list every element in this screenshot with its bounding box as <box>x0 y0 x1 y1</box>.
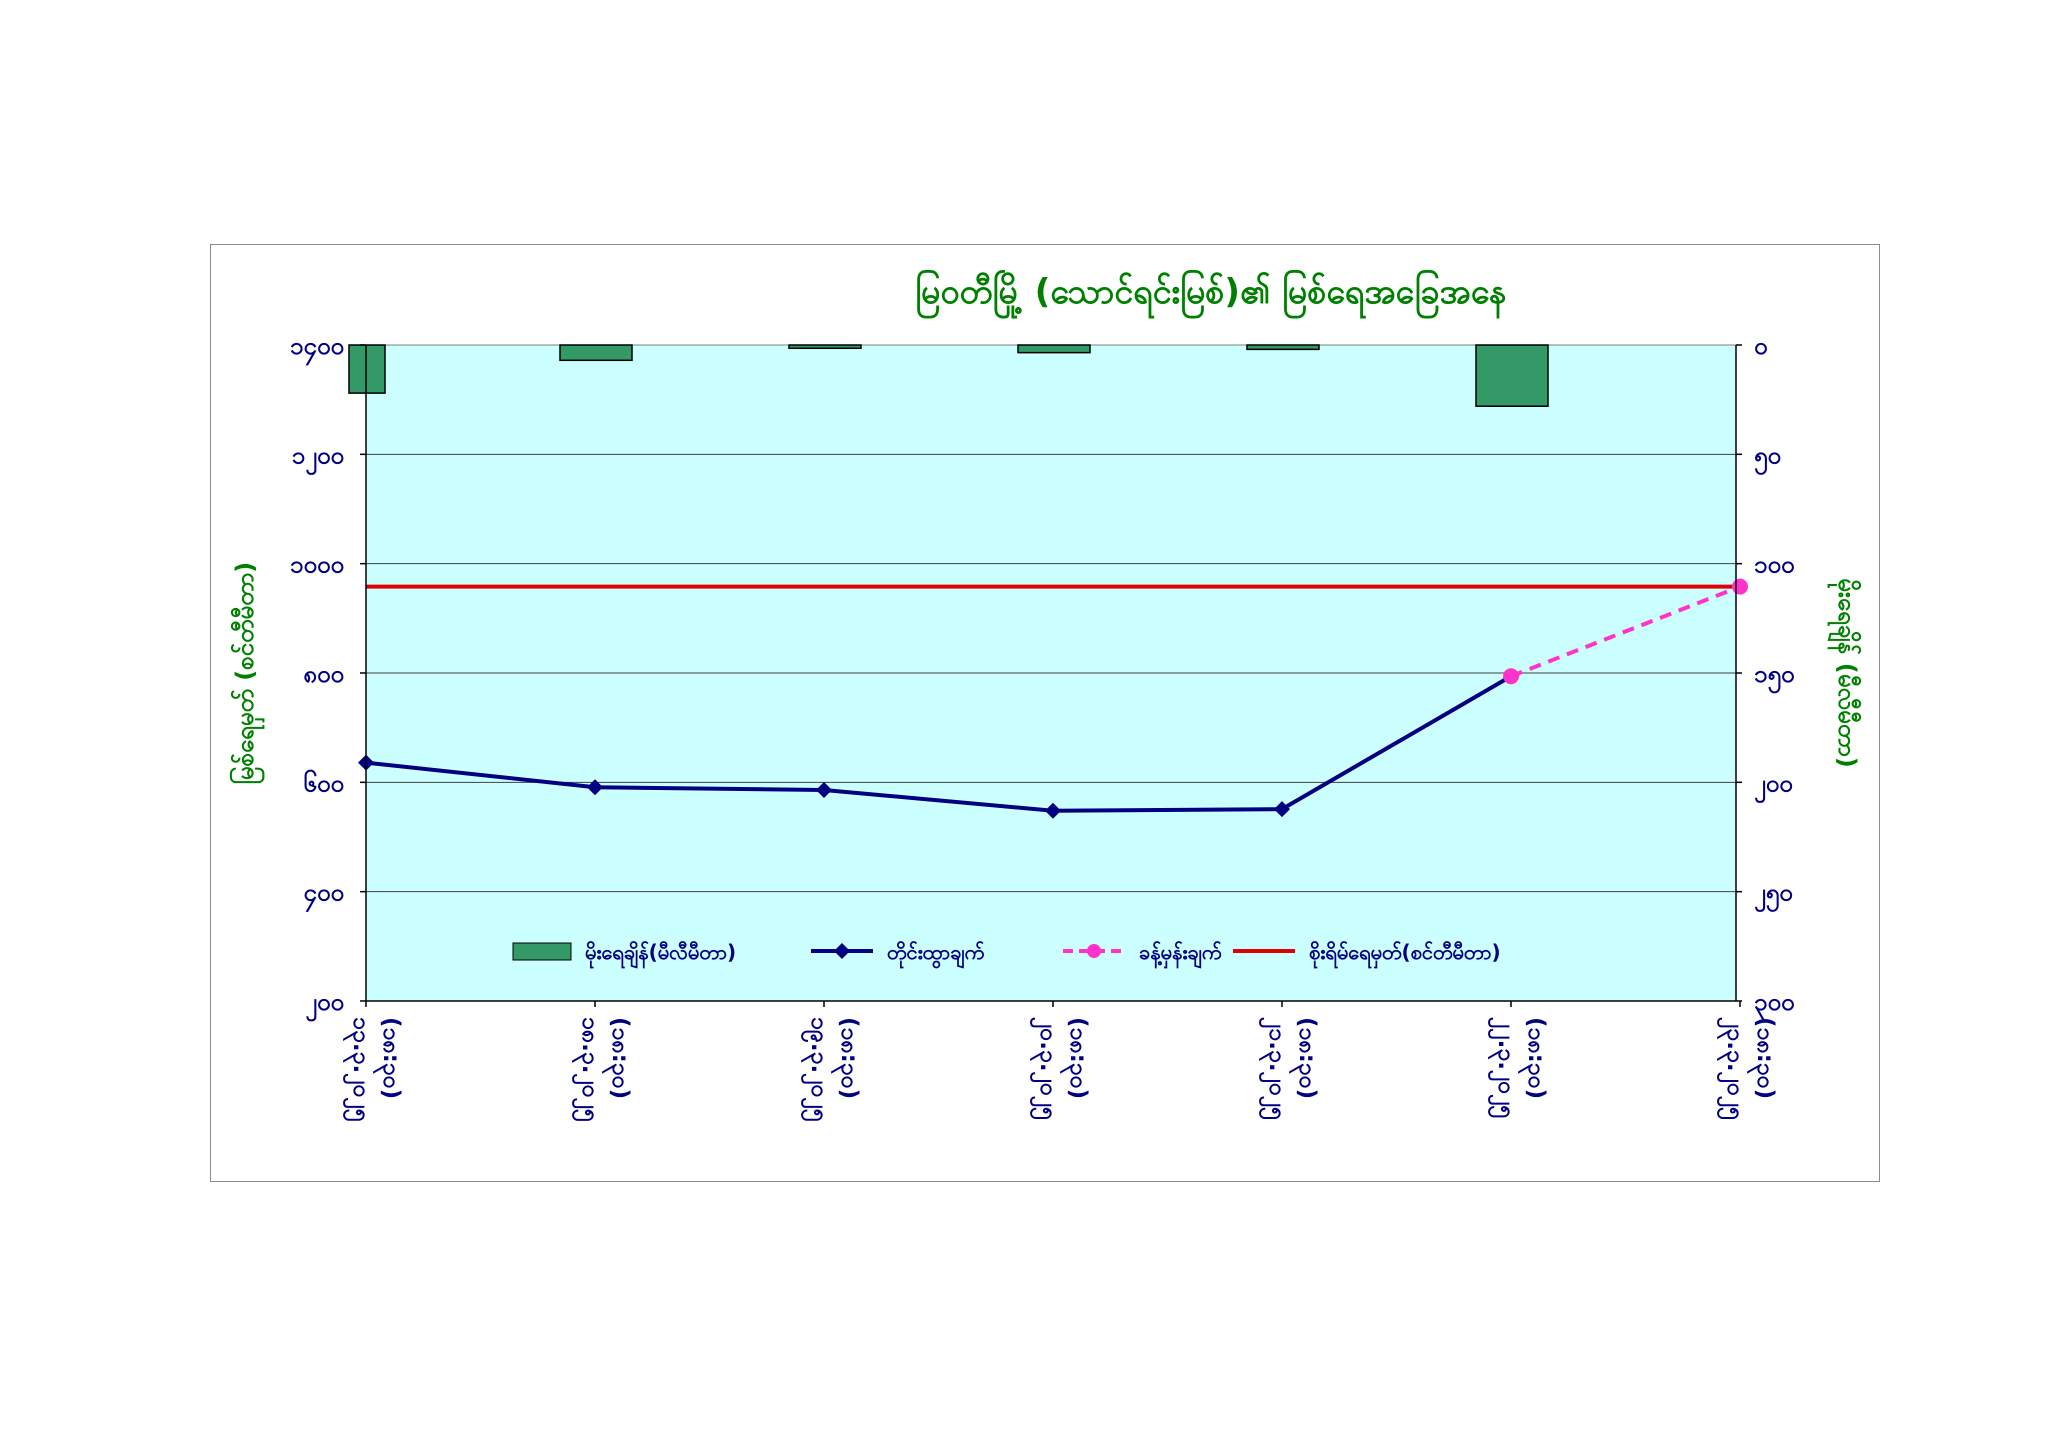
x-tick-time: (၁၈:၃၀) <box>1060 1017 1091 1099</box>
right-axis-title: မိုးရေချိန် (မီလီမီတာ) <box>1827 578 1862 768</box>
right-tick-label: ၅၀ <box>1754 441 1781 475</box>
left-tick-label: ၁၂၀၀ <box>292 441 344 475</box>
observed-point <box>816 781 832 798</box>
x-tick-date: ၂၁.၃.၂၀၂၅ <box>1259 1017 1290 1120</box>
x-tick-date: ၁၃.၃.၂၀၂၅ <box>343 1017 374 1122</box>
rainfall-bar <box>1017 344 1091 354</box>
right-tick-label: ၁၅၀ <box>1754 660 1795 694</box>
observed-point <box>1045 802 1061 819</box>
left-tick-label: ၆၀၀ <box>304 768 345 797</box>
left-tick-label: ၂၀၀ <box>305 988 344 1022</box>
left-axis-ticks: ၂၀၀ ၄၀၀ ၆၀၀ ၈၀၀ ၁၀၀၀ ၁၂၀၀ ၁၄၀၀ <box>290 332 366 1022</box>
right-tick-label: ၂၅၀ <box>1754 879 1793 913</box>
left-tick-label: ၈၀၀ <box>303 660 344 688</box>
left-tick-label: ၄၀၀ <box>304 879 345 913</box>
forecast-point <box>1732 578 1748 595</box>
x-tick-date: ၂၀.၃.၂၀၂၅ <box>1030 1017 1061 1120</box>
rainfall-bar <box>1475 344 1549 407</box>
rainfall-bar <box>559 344 633 362</box>
forecast-point <box>1503 668 1519 685</box>
left-tick-label: ၁၀၀၀ <box>290 551 344 579</box>
right-tick-label: ၀ <box>1754 332 1768 360</box>
x-axis-ticks: ၁၃.၃.၂၀၂၅ (၁၈:၃၀) ၁၈.၃.၂၀၂၅ (၁၈:၃၀) ၁၉.၃.၂၀၂… <box>343 1001 1778 1122</box>
right-tick-label: ၂၀၀ <box>1754 769 1793 803</box>
observed-line <box>365 674 1513 813</box>
legend-marker-forecast <box>1087 944 1101 958</box>
bars-layer <box>348 344 1549 407</box>
right-tick-label: ၁၀၀ <box>1754 551 1795 579</box>
x-tick-time: (၁၈:၃၀) <box>1747 1017 1778 1099</box>
observed-point <box>1274 801 1290 818</box>
x-tick-time: (၁၈:၃၀) <box>1289 1017 1320 1099</box>
x-tick-date: ၂၂.၃.၂၀၂၅ <box>1488 1017 1519 1118</box>
x-tick-date: ၁၉.၃.၂၀၂၅ <box>801 1017 832 1122</box>
x-tick-time: (၁၈:၃၀) <box>373 1017 404 1099</box>
chart-frame: ၂၀၀ ၄၀၀ ၆၀၀ ၈၀၀ ၁၀၀၀ ၁၂၀၀ ၁၄၀၀ ၃၀၀ ၂၅၀ ၂၀၀ ၁၅၀ ၁၀၀… <box>210 244 1880 1182</box>
chart-title: မြဝတီမြို့ (သောင်ရင်းမြစ်)၏ မြစ်ရေအခြေအန… <box>915 271 1507 319</box>
x-tick-time: (၁၈:၃၀) <box>831 1017 862 1099</box>
observed-point <box>587 779 603 796</box>
lines-layer <box>358 578 1748 819</box>
rainfall-bar <box>348 344 386 394</box>
x-tick-time: (၁၈:၃၀) <box>1518 1017 1549 1099</box>
legend-marker-observed <box>834 943 850 959</box>
legend-swatch-rainfall <box>512 942 572 961</box>
x-tick-date: ၂၃.၃.၂၀၂၅ <box>1717 1017 1748 1120</box>
rainfall-bar <box>788 344 862 350</box>
left-tick-label: ၁၄၀၀ <box>290 332 344 366</box>
left-axis-title: မြစ်ရေမှတ် (စင်တီမီတာ) <box>229 562 265 785</box>
x-tick-time: (၁၈:၃၀) <box>602 1017 633 1099</box>
x-tick-date: ၁၈.၃.၂၀၂၅ <box>572 1017 603 1122</box>
forecast-line <box>1510 584 1741 679</box>
rainfall-bar <box>1246 344 1320 351</box>
